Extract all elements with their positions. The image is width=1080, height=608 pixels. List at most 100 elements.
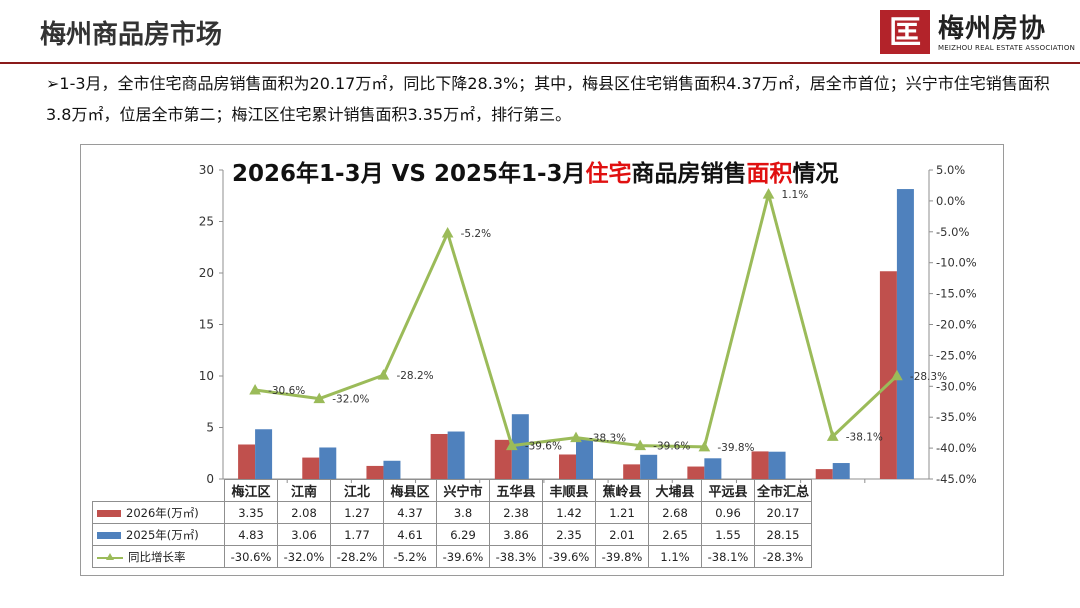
table-cell: -30.6% xyxy=(224,545,278,568)
right-tick-label: -5.0% xyxy=(936,225,969,239)
growth-data-label: -39.6% xyxy=(653,441,690,453)
table-cell: -39.6% xyxy=(542,545,596,568)
legend-2026-swatch xyxy=(97,509,121,517)
growth-data-label: -5.2% xyxy=(461,228,491,240)
chart-title: 2026年1-3月 VS 2025年1-3月住宅商品房销售面积情况 xyxy=(232,154,839,188)
table-category-cell: 蕉岭县 xyxy=(595,479,649,502)
logo-mark-icon: 匡 xyxy=(880,10,930,54)
left-tick-label: 10 xyxy=(199,369,214,383)
table-cell: 2.65 xyxy=(648,523,702,546)
right-tick-label: -15.0% xyxy=(936,287,977,301)
growth-marker xyxy=(249,383,261,395)
bar-2026 xyxy=(366,465,384,479)
right-tick-label: -45.0% xyxy=(936,472,977,486)
left-tick-label: 30 xyxy=(199,163,214,177)
bar-2026 xyxy=(430,433,448,479)
table-cell: 2.01 xyxy=(595,523,649,546)
growth-marker xyxy=(891,369,903,381)
table-cell: 28.15 xyxy=(754,523,812,546)
table-cell: 2.38 xyxy=(489,501,543,524)
right-tick-label: 0.0% xyxy=(936,194,965,208)
table-cell: -39.8% xyxy=(595,545,649,568)
table-category-cell: 梅县区 xyxy=(383,479,437,502)
table-cell: 3.86 xyxy=(489,523,543,546)
table-cell: 3.8 xyxy=(436,501,490,524)
logo: 匡 梅州房协 MEIZHOU REAL ESTATE ASSOCIATION xyxy=(880,6,1075,58)
growth-data-label: -38.1% xyxy=(846,431,883,443)
legend-2025: 2025年(万㎡) xyxy=(92,523,225,546)
left-tick-label: 0 xyxy=(206,472,214,486)
growth-marker xyxy=(634,439,647,451)
table-cell: 1.42 xyxy=(542,501,596,524)
table-cell: 1.1% xyxy=(648,545,702,568)
table-cell: 1.77 xyxy=(330,523,384,546)
table-row: 2026年(万㎡) 3.35 2.08 1.27 4.37 3.8 2.38 1.42 1.2… xyxy=(92,501,812,524)
table-cell: 6.29 xyxy=(436,523,490,546)
growth-marker xyxy=(377,369,390,380)
bar-2025 xyxy=(768,451,786,479)
growth-marker xyxy=(570,431,582,443)
table-cell: 1.27 xyxy=(330,501,384,524)
left-tick-label: 15 xyxy=(199,318,214,332)
left-tick-label: 20 xyxy=(199,266,214,280)
data-table: 梅江区 江南 江北 梅县区 兴宁市 五华县 丰顺县 蕉岭县 大埔县 平远县 全市汇总 2026年(万… xyxy=(92,479,812,568)
table-corner xyxy=(92,479,225,502)
table-category-cell: 兴宁市 xyxy=(436,479,490,502)
growth-data-label: -30.6% xyxy=(268,385,305,397)
growth-marker xyxy=(698,440,711,452)
chart-title-suffix: 情况 xyxy=(792,161,839,187)
growth-data-label: -28.2% xyxy=(396,370,433,382)
bar-2026 xyxy=(238,444,256,479)
growth-data-label: -39.8% xyxy=(717,442,754,454)
bar-2026 xyxy=(687,466,705,479)
bar-2025 xyxy=(319,447,337,479)
logo-name: 梅州房协 xyxy=(938,14,1047,44)
right-tick-label: -35.0% xyxy=(936,410,977,424)
bar-2025 xyxy=(704,458,722,479)
bar-2026 xyxy=(751,451,769,479)
table-cell: 3.35 xyxy=(224,501,278,524)
right-tick-label: -10.0% xyxy=(936,256,977,270)
table-row: 同比增长率 -30.6% -32.0% -28.2% -5.2% -39.6% -38.3… xyxy=(92,545,812,568)
bar-2026 xyxy=(302,457,320,479)
bar-2025 xyxy=(255,429,273,479)
table-cell: 2.35 xyxy=(542,523,596,546)
table-cell: 4.61 xyxy=(383,523,437,546)
bar-2025 xyxy=(447,431,465,479)
chart-title-mid: 商品房销售 xyxy=(631,161,747,187)
growth-data-label: -39.6% xyxy=(525,441,562,453)
growth-data-label: -32.0% xyxy=(332,394,369,406)
bar-2026 xyxy=(879,271,897,479)
growth-data-label: -28.3% xyxy=(910,371,947,383)
table-cell: -5.2% xyxy=(383,545,437,568)
table-cell: -28.2% xyxy=(330,545,384,568)
bar-2025 xyxy=(511,414,529,479)
bar-2025 xyxy=(896,189,914,479)
table-cell: 2.68 xyxy=(648,501,702,524)
table-cell: 1.21 xyxy=(595,501,649,524)
summary-text: ➢1-3月，全市住宅商品房销售面积为20.17万㎡，同比下降28.3%；其中，梅… xyxy=(46,74,1050,124)
table-category-cell: 丰顺县 xyxy=(542,479,596,502)
table-cell: -32.0% xyxy=(277,545,331,568)
chart-title-prefix: 2026年1-3月 VS 2025年1-3月 xyxy=(232,161,586,187)
growth-marker xyxy=(505,439,518,451)
left-tick-label: 5 xyxy=(206,421,214,435)
bar-2025 xyxy=(832,463,850,479)
bar-2026 xyxy=(559,454,576,479)
growth-line xyxy=(254,192,898,449)
legend-2026: 2026年(万㎡) xyxy=(92,501,225,524)
table-category-cell: 大埔县 xyxy=(648,479,702,502)
table-cell: -38.1% xyxy=(701,545,755,568)
right-tick-label: -30.0% xyxy=(936,379,977,393)
table-category-cell: 全市汇总 xyxy=(754,479,812,502)
bar-2025 xyxy=(640,454,658,479)
left-tick-label: 25 xyxy=(199,215,214,229)
legend-growth: 同比增长率 xyxy=(92,545,225,568)
table-cell: 20.17 xyxy=(754,501,812,524)
table-row: 2025年(万㎡) 4.83 3.06 1.77 4.61 6.29 3.86 2.35 2.… xyxy=(92,523,812,546)
bar-2026 xyxy=(623,464,641,479)
bar-2025 xyxy=(576,439,593,479)
table-category-cell: 江南 xyxy=(277,479,331,502)
title-divider xyxy=(0,62,1080,64)
table-category-cell: 江北 xyxy=(330,479,384,502)
